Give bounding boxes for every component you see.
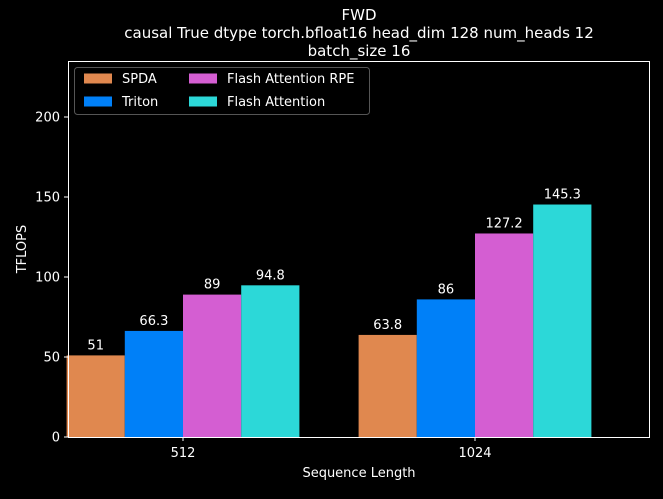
legend-swatch-flash-attention [189, 96, 217, 107]
legend-items: SPDA Triton Flash Attention RPE Flash Atten… [84, 72, 354, 110]
y-tick-label-0: 0 [52, 431, 60, 446]
legend-swatch-triton [84, 96, 112, 107]
bar-triton-1024 [416, 299, 475, 437]
legend-label-flash-attention-rpe: Flash Attention RPE [227, 72, 354, 87]
legend: SPDA Triton Flash Attention RPE Flash Atten… [74, 67, 370, 115]
y-axis: 0 50 100 150 200 [35, 111, 68, 446]
bar-label-flash-attention-512: 94.8 [256, 268, 285, 283]
y-axis-label: TFLOPS [15, 225, 30, 275]
chart-title-line-1: FWD [341, 6, 376, 24]
bar-label-flash-attention-rpe-512: 89 [204, 278, 221, 293]
chart-title-line-3: batch_size 16 [308, 42, 411, 61]
bar-label-triton-512: 66.3 [139, 314, 168, 329]
legend-label-flash-attention: Flash Attention [227, 95, 325, 110]
legend-label-triton: Triton [121, 95, 158, 110]
bar-flash-attention-rpe-512 [183, 294, 242, 437]
x-axis-label: Sequence Length [302, 466, 415, 481]
bar-spda-512 [66, 355, 125, 437]
y-tick-label-100: 100 [35, 271, 60, 286]
bar-label-triton-1024: 86 [438, 282, 455, 297]
chart-title: FWD causal True dtype torch.bfloat16 hea… [124, 6, 593, 61]
bar-flash-attention-1024 [533, 204, 592, 437]
legend-label-spda: SPDA [122, 72, 157, 87]
legend-swatch-spda [84, 73, 112, 84]
bar-flash-attention-512 [241, 285, 300, 437]
y-tick-label-200: 200 [35, 111, 60, 126]
bar-spda-1024 [358, 334, 417, 437]
chart-title-line-2: causal True dtype torch.bfloat16 head_di… [124, 24, 593, 43]
plot-frame [68, 61, 650, 438]
bars-layer [66, 204, 592, 437]
bar-labels-layer: 51 63.8 66.3 86 89 127.2 94.8 145.3 [87, 188, 580, 354]
x-tick-label-1024: 1024 [458, 446, 491, 461]
legend-box [74, 67, 370, 115]
bar-triton-512 [124, 330, 183, 437]
legend-swatch-flash-attention-rpe [189, 73, 217, 84]
y-tick-label-50: 50 [43, 351, 60, 366]
y-tick-label-150: 150 [35, 191, 60, 206]
bar-label-spda-1024: 63.8 [373, 318, 402, 333]
bar-flash-attention-rpe-1024 [475, 233, 534, 437]
bar-label-spda-512: 51 [87, 338, 104, 353]
bar-label-flash-attention-rpe-1024: 127.2 [485, 216, 522, 231]
x-tick-label-512: 512 [171, 446, 196, 461]
bar-label-flash-attention-1024: 145.3 [544, 188, 581, 203]
